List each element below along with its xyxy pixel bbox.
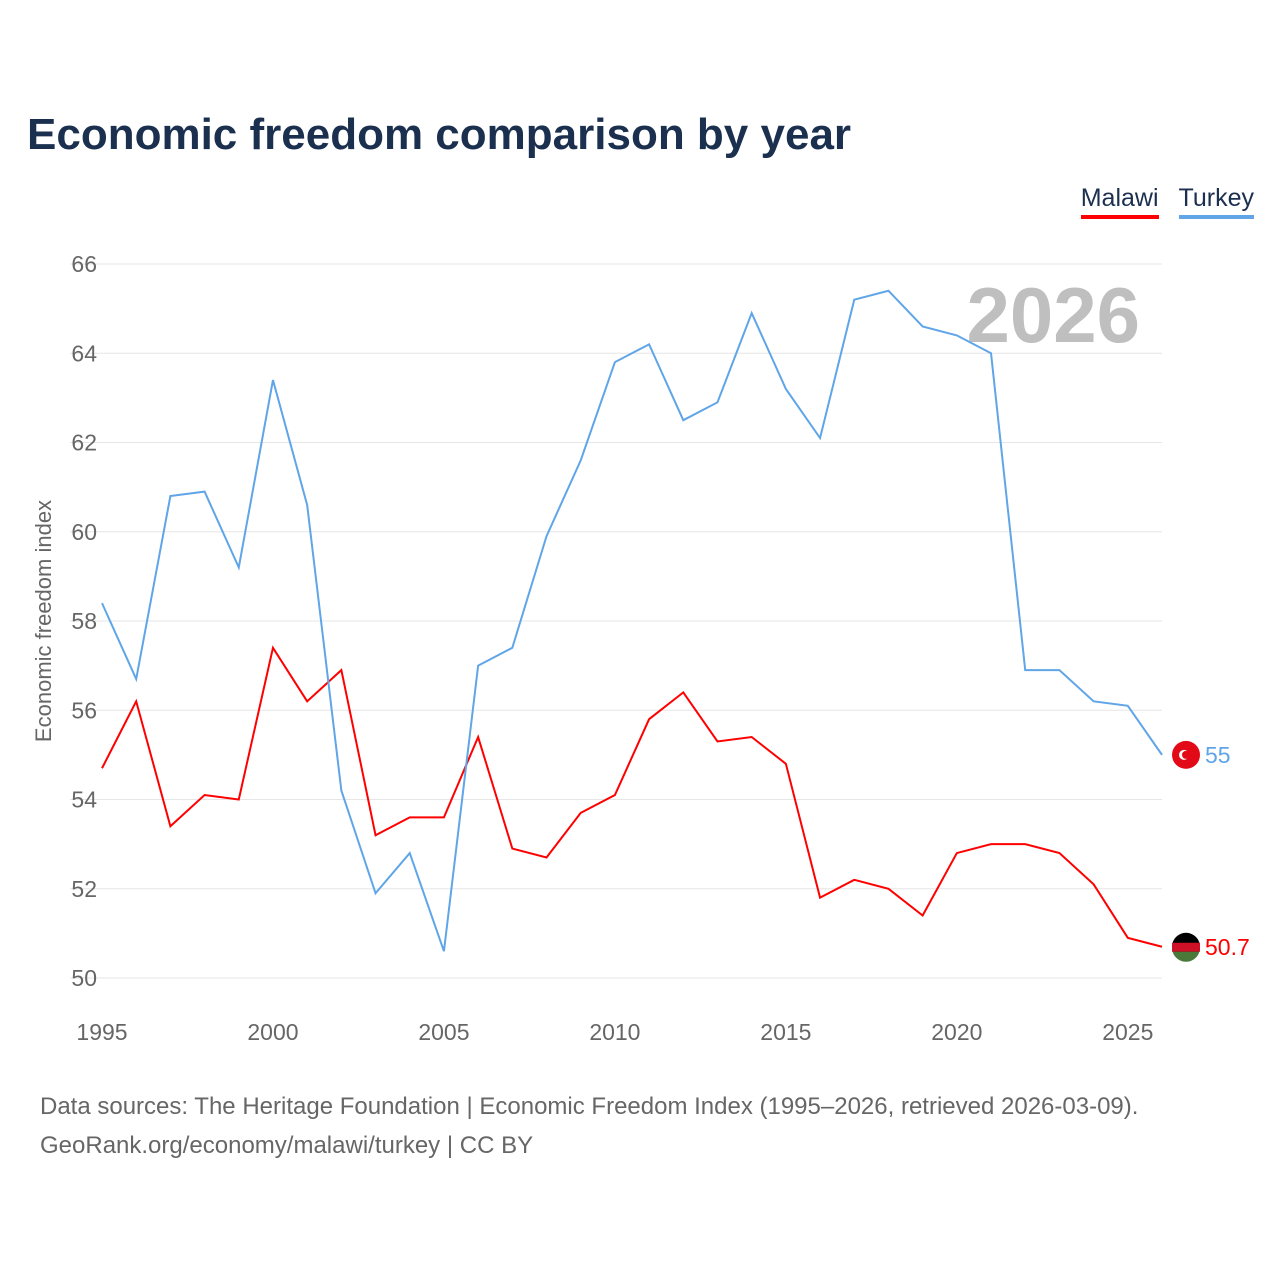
y-tick-label: 62 bbox=[71, 430, 97, 456]
x-tick-label: 2020 bbox=[931, 1019, 982, 1045]
end-label-turkey: 55 bbox=[1205, 742, 1231, 768]
y-tick-label: 52 bbox=[71, 876, 97, 902]
x-tick-label: 2000 bbox=[247, 1019, 298, 1045]
x-tick-label: 2005 bbox=[418, 1019, 469, 1045]
y-tick-label: 66 bbox=[71, 251, 97, 277]
year-label: 2026 bbox=[966, 271, 1140, 359]
line-chart: 50 52 54 56 58 60 62 64 66 1995 2000 2005 2010 2015 20… bbox=[31, 251, 1250, 1045]
flag-stripe bbox=[1172, 951, 1200, 962]
y-tick-label: 56 bbox=[71, 697, 97, 723]
legend: Malawi Turkey bbox=[1080, 184, 1254, 219]
chart-title: Economic freedom comparison by year bbox=[27, 110, 852, 159]
y-tick-label: 58 bbox=[71, 608, 97, 634]
end-label-malawi: 50.7 bbox=[1205, 934, 1250, 960]
flag-crescent bbox=[1182, 750, 1190, 759]
y-tick-label: 64 bbox=[71, 340, 97, 366]
legend-malawi[interactable]: Malawi bbox=[1080, 184, 1159, 219]
y-tick-label: 54 bbox=[71, 787, 97, 813]
series-line-turkey bbox=[101, 289, 1163, 952]
legend-turkey[interactable]: Turkey bbox=[1178, 184, 1254, 219]
y-axis-label: Economic freedom index bbox=[31, 500, 56, 742]
y-tick-label: 60 bbox=[71, 519, 97, 545]
footer-sources: Data sources: The Heritage Foundation | … bbox=[40, 1093, 1139, 1120]
footer: Data sources: The Heritage Foundation | … bbox=[40, 1087, 1138, 1165]
footer-link[interactable]: GeoRank.org/economy/malawi/turkey | CC B… bbox=[40, 1132, 534, 1159]
series-line-malawi bbox=[101, 645, 1163, 948]
x-tick-label: 2025 bbox=[1102, 1019, 1153, 1045]
x-tick-label: 2015 bbox=[760, 1019, 811, 1045]
x-tick-label: 2010 bbox=[589, 1019, 640, 1045]
x-tick-label: 1995 bbox=[76, 1019, 127, 1045]
flag-stripe bbox=[1172, 942, 1200, 952]
y-tick-label: 50 bbox=[71, 965, 97, 991]
